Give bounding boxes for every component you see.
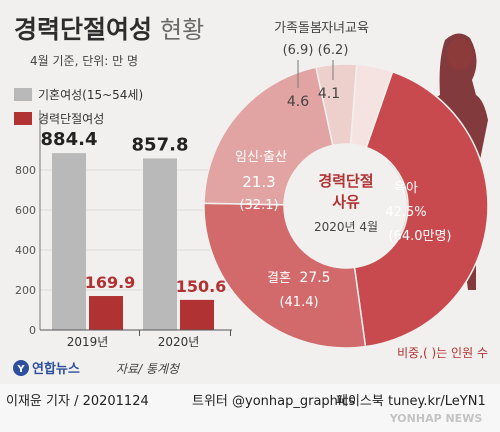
bar-y-axis: 0 200 400 600 800	[15, 110, 41, 337]
donut-slice-pregnancy	[203, 66, 334, 206]
bar-value-label-married: 857.8	[132, 134, 189, 155]
legend-label-career-break: 경력단절여성	[38, 112, 104, 126]
slice-label-pregnancy: 임신·출산	[235, 150, 287, 165]
bar-value-label-career-break: 150.6	[176, 277, 227, 296]
facebook-link: 페이스북 tuney.kr/LeYN1	[336, 394, 486, 409]
bar-married	[143, 158, 177, 330]
legend-swatch-career-break	[14, 112, 32, 125]
legend-swatch-married	[14, 88, 32, 101]
yonhap-logo: Y 연합뉴스	[13, 360, 80, 377]
slice-label-child-edu: 자녀교육	[321, 21, 369, 36]
legend-label-married: 기혼여성(15~54세)	[38, 88, 143, 102]
slice-value-childcare: 42.5%	[385, 205, 426, 220]
subtitle: 4월 기준, 단위: 만 명	[30, 54, 138, 68]
slice-count-pregnancy: (32.1)	[239, 198, 278, 213]
slice-label-marriage: 결혼	[267, 271, 291, 286]
bar-x-category-label: 2020년	[158, 335, 200, 349]
twitter-handle: 트위터 @yonhap_graphics	[192, 394, 356, 409]
page-title-suffix: 현황	[160, 16, 204, 44]
bar-x-axis: 2019년 2020년	[40, 329, 232, 349]
slice-value-child-edu: 4.1	[318, 86, 340, 102]
bar-chart: 0 200 400 600 800 884.4 169.9 857.8 150.6 2019년…	[15, 110, 232, 349]
byline: 이재윤 기자 / 20201124	[6, 394, 149, 409]
donut-chart	[203, 63, 489, 349]
slice-label-family-care: 가족돌봄	[274, 21, 322, 36]
bar-career-break	[89, 296, 123, 330]
bar-career-break	[180, 299, 214, 330]
slice-label-childcare: 육아	[394, 181, 418, 196]
donut-center-date: 2020년 4월	[314, 220, 378, 234]
donut-slice-marriage	[203, 202, 367, 349]
bar-y-tick-label: 800	[15, 164, 36, 177]
slice-value-family-care: 4.6	[287, 94, 309, 110]
page-title: 경력단절여성	[14, 15, 152, 44]
slice-count-marriage: (41.4)	[279, 295, 318, 310]
bar-marks	[52, 153, 214, 330]
slice-value-marriage: 27.5	[299, 270, 330, 286]
donut-slices	[203, 63, 489, 349]
svg-text:Y: Y	[16, 364, 25, 375]
yonhap-logo-text: 연합뉴스	[32, 361, 80, 377]
slice-count-family-care: (6.9)	[283, 43, 314, 58]
donut-note: 비중,( )는 인원 수	[397, 346, 488, 360]
bar-y-tick-label: 400	[15, 244, 36, 257]
bar-value-labels: 884.4 169.9 857.8 150.6	[41, 129, 227, 296]
slice-count-child-edu: (6.2)	[318, 43, 349, 58]
donut-center-title-line2: 사유	[332, 193, 360, 211]
yonhap-logo-icon	[13, 360, 29, 376]
bar-y-tick-label: 200	[15, 284, 36, 297]
source-text: 자료/ 통계청	[116, 362, 181, 376]
bar-value-label-married: 884.4	[41, 129, 98, 150]
slice-value-pregnancy: 21.3	[242, 173, 275, 191]
bar-y-tick-label: 600	[15, 204, 36, 217]
bar-x-category-label: 2019년	[67, 335, 109, 349]
bar-married	[52, 153, 86, 330]
donut-slice-child-edu	[349, 63, 394, 149]
watermark: YONHAP NEWS	[389, 412, 483, 425]
donut-hole	[285, 145, 407, 267]
footer-bar	[0, 384, 500, 432]
bar-y-tick-label: 0	[29, 324, 36, 337]
donut-slice-childcare	[353, 70, 489, 348]
slice-count-childcare: (64.0만명)	[388, 229, 451, 244]
bar-value-label-career-break: 169.9	[85, 273, 136, 292]
donut-center-title-line1: 경력단절	[318, 172, 373, 190]
